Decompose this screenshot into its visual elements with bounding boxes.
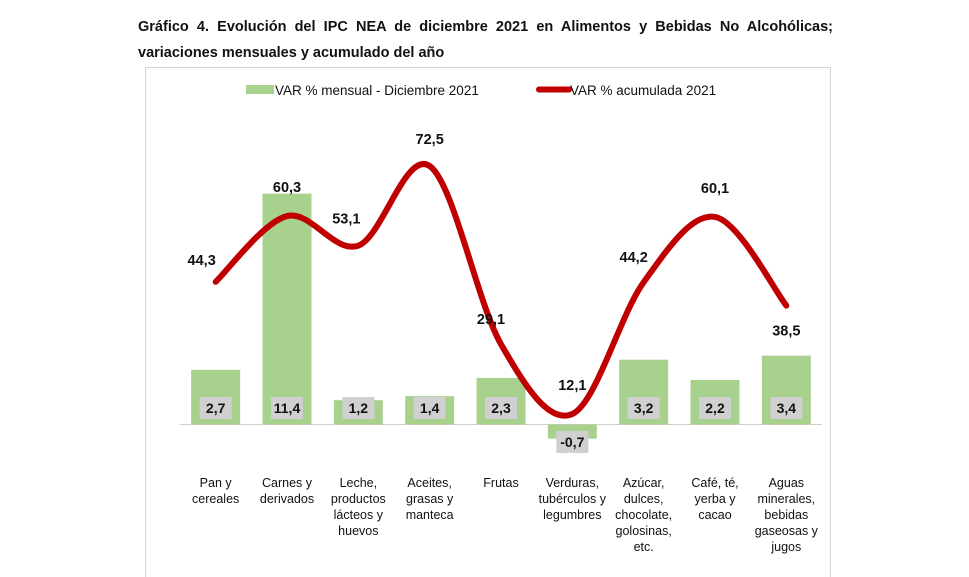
category-label-4: Frutas (483, 476, 518, 490)
line-label-0: 44,3 (188, 253, 216, 269)
category-label-0: Pan y cereales (192, 476, 239, 506)
bar-label-box (413, 397, 446, 419)
category-labels: Pan y cereales Carnes y derivados Leche, prod… (192, 476, 819, 554)
category-label-7: Café, té, yerba y cacao (691, 476, 738, 522)
bar-label-1: 11,4 (271, 397, 303, 419)
line-label-4: 29,1 (477, 312, 505, 328)
bar-data-labels: 2,7 11,4 1,2 1,4 2,3 -0,7 3,2 2,2 3,4 (199, 397, 803, 453)
bar-label-box (271, 397, 303, 419)
chart-title: Gráfico 4. Evolución del IPC NEA de dici… (138, 19, 833, 61)
line-label-7: 60,1 (701, 181, 729, 197)
chart-canvas: VAR % mensual - Diciembre 2021 VAR % acu… (180, 83, 822, 554)
bar-label-2: 1,2 (342, 397, 375, 419)
legend-label-line: VAR % acumulada 2021 (570, 83, 716, 98)
line-label-6: 44,2 (620, 250, 648, 266)
legend-swatch-bar (246, 85, 274, 94)
bar-label-text: 2,7 (206, 400, 226, 416)
bar-label-text: 2,2 (705, 400, 725, 416)
line-label-5: 12,1 (558, 378, 586, 394)
category-label-2: Leche, productos lácteos y huevos (331, 476, 386, 538)
category-label-1: Carnes y derivados (260, 476, 314, 506)
bar-label-text: 3,4 (777, 400, 797, 416)
bar-label-6: 3,2 (627, 397, 660, 419)
bar-label-text: 2,3 (491, 400, 511, 416)
line-label-8: 38,5 (772, 324, 800, 340)
bar-label-text: 1,4 (420, 400, 440, 416)
line-label-1: 60,3 (273, 180, 301, 196)
bar-label-text: -0,7 (560, 434, 584, 450)
bar-label-box (485, 397, 517, 419)
bar-1 (262, 193, 312, 425)
bar-label-box (199, 397, 232, 419)
bar-label-3: 1,4 (413, 397, 446, 419)
line-label-3: 72,5 (416, 132, 444, 148)
bar-label-0: 2,7 (199, 397, 232, 419)
chart-frame (145, 67, 831, 577)
legend: VAR % mensual - Diciembre 2021 VAR % acu… (246, 83, 716, 98)
bar-label-text: 11,4 (274, 400, 301, 416)
category-label-8: Aguas minerales, bebidas gaseosas y jugos (755, 476, 819, 554)
bar-label-box (342, 397, 375, 419)
bar-label-7: 2,2 (699, 397, 731, 419)
bar-label-4: 2,3 (485, 397, 517, 419)
legend-label-bar: VAR % mensual - Diciembre 2021 (275, 83, 479, 98)
line-label-2: 53,1 (332, 212, 360, 228)
bar-label-box (699, 397, 731, 419)
bar-label-8: 3,4 (770, 397, 803, 419)
bar-label-box (556, 431, 589, 453)
category-label-6: Azúcar, dulces, chocolate, golosinas, etc. (615, 476, 672, 554)
bar-label-box (627, 397, 660, 419)
line-data-labels: 44,3 60,3 53,1 72,5 29,1 12,1 44,2 60,1 38,5 (188, 132, 801, 394)
bar-label-text: 1,2 (349, 400, 369, 416)
bar-label-5: -0,7 (556, 431, 589, 453)
cumulative-line (212, 161, 790, 419)
category-label-5: Verduras, tubérculos y legumbres (539, 476, 607, 522)
category-label-3: Aceites, grasas y manteca (406, 476, 454, 522)
bar-label-box (770, 397, 803, 419)
bar-label-text: 3,2 (634, 400, 654, 416)
